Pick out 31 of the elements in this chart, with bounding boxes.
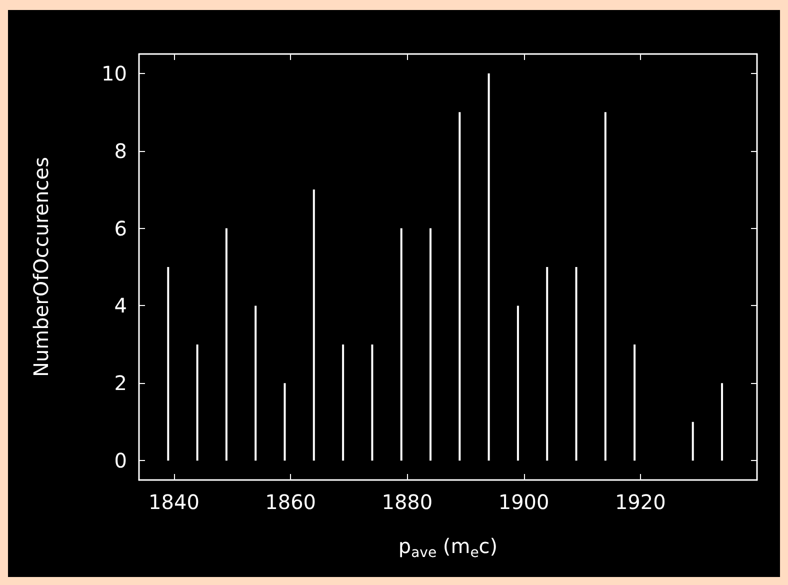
bar <box>312 190 315 461</box>
bar <box>458 112 461 461</box>
bar <box>721 383 724 461</box>
y-axis-title: NumberOfOccurences <box>29 156 53 378</box>
bar <box>634 344 636 461</box>
bar <box>575 267 578 461</box>
y-tick-label: 8 <box>114 138 127 163</box>
x-tick-label: 1860 <box>265 490 316 514</box>
x-tick-label: 1920 <box>614 490 666 514</box>
bar <box>196 344 198 461</box>
bar <box>254 306 257 461</box>
bar <box>167 267 170 461</box>
x-tick-label: 1840 <box>148 490 200 514</box>
y-tick-label: 4 <box>114 294 127 318</box>
bar <box>516 306 519 461</box>
y-tick-label: 2 <box>114 371 127 396</box>
bar <box>400 228 402 461</box>
bar <box>604 112 606 461</box>
bar <box>430 228 432 461</box>
bar <box>546 267 548 461</box>
x-tick-label: 1880 <box>382 490 433 514</box>
bar <box>225 228 228 461</box>
bar <box>371 344 374 461</box>
y-tick-label: 0 <box>114 448 127 473</box>
bar <box>488 73 490 461</box>
bar <box>692 422 694 461</box>
y-tick-label: 6 <box>114 216 127 240</box>
bar <box>284 383 286 461</box>
y-tick-label: 10 <box>102 61 127 86</box>
x-tick-label: 1900 <box>498 490 550 514</box>
bar <box>342 344 344 461</box>
